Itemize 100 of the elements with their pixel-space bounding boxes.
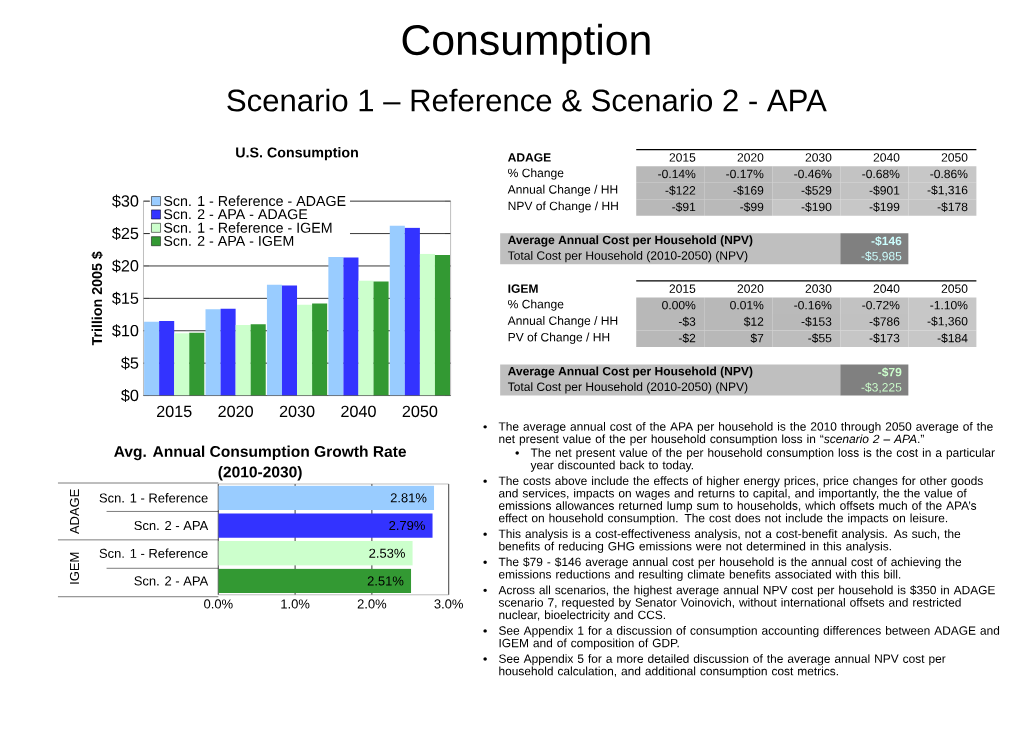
y-tick-label: $30 [112,194,139,208]
text: Consumption [402,23,650,64]
y-tick-label: Annual Change / HH [507,315,618,328]
x-tick-label: 2040 [873,152,900,162]
bar [434,254,451,396]
data-label: -0.17% [726,169,764,179]
data-label: -0.72% [862,300,900,310]
bar [250,324,266,396]
bar [419,253,435,396]
data-label: -$178 [937,201,968,212]
x-tick-label: 2015 [669,284,696,293]
text: Total Cost per Household (2010-2050) (NPV) [507,381,748,394]
y-tick-label: $0 [121,388,139,402]
y-tick-label: $5 [121,356,139,370]
bar [218,568,412,593]
data-label: -0.68% [862,169,900,179]
x-tick-label: 2040 [341,405,376,417]
bar [266,284,282,396]
x-tick-label: 2015 [669,152,696,162]
x-tick-label: 2.0% [357,599,387,609]
text: Total Cost per Household (2010-2050) (NPV) [507,250,748,262]
y-tick-label: Annual Change / HH [507,184,618,196]
bar [312,303,328,396]
legend-label: Scn. 2 - APA - IGEM [164,235,294,246]
bar [205,309,221,396]
chart-subtitle: (2010-2030) [218,465,302,481]
y-tick-label: Scn. 2 - APA [134,520,209,530]
y-tick-label: PV of Change / HH [508,332,610,344]
data-label: -$169 [733,185,764,196]
x-tick-label: 2020 [737,284,764,293]
y-tick-label: Scn. 1 - Reference [99,548,208,558]
text: The $79 - $146 average annual cost per household is the annual cost of achieving the emissions reductions and resulting climate benefits associated with this bill. [498,556,962,581]
bar [174,333,190,396]
text: IGEM [69,552,80,584]
data-label: 2.53% [369,548,405,558]
data-label: -$2 [678,333,696,343]
x-tick-label: 3.0% [434,599,463,609]
legend-label: Scn. 2 - APA - ADAGE [164,208,308,220]
text: Average Annual Cost per Household (NPV) [507,235,753,247]
chart-title: U.S. Consumption [236,146,358,161]
data-label: -$184 [937,333,968,343]
data-label: -$55 [808,333,832,343]
bar [220,308,236,396]
bar [281,285,298,396]
data-label: -$199 [869,201,900,212]
bar [297,304,313,396]
y-tick-label: $25 [112,226,139,240]
data-label: -0.86% [930,169,968,179]
x-tick-label: 2030 [279,405,315,417]
x-tick-label: 0.0% [204,599,233,609]
y-tick-label: $15 [112,291,139,305]
text: -$5,985 [861,251,902,262]
text: ADAGE [69,489,80,534]
data-label: -$173 [869,333,900,343]
bar [218,485,435,510]
x-tick-label: 2020 [218,405,253,417]
data-label: 0.01% [730,300,764,310]
y-axis-title: Trillion 2005 $ [91,251,103,346]
text: See Appendix 5 for a more detailed discussion of the average annual NPV cost per household calculation, and additional consumption cost metrics. [499,653,946,678]
x-tick-label: 1.0% [281,599,310,609]
x-tick-label: 2020 [737,152,764,162]
data-label: -$529 [801,185,832,196]
x-tick-label: 2015 [157,405,192,417]
data-label: -$122 [665,185,696,196]
x-tick-label: 2050 [941,284,968,293]
x-tick-label: 2040 [873,284,900,293]
y-tick-label: % Change [508,299,564,311]
data-label: -0.14% [658,169,696,179]
y-tick-label: % Change [508,168,564,180]
bar [144,321,160,396]
x-tick-label: 2030 [805,284,832,293]
y-tick-label: NPV of Change / HH [508,201,618,213]
x-tick-label: 2050 [941,152,968,162]
text: The average annual cost of the APA per household is the 2010 through 2050 average of the net present value of the per household consumption loss in “scenario 2 – APA.” [498,421,993,446]
bar [159,320,175,396]
data-label: -0.16% [794,300,832,310]
data-label: -$901 [869,185,900,196]
text: The net present value of the per household consumption loss is the cost in a particular year discounted back to today. [530,447,995,472]
text: See Appendix 1 for a discussion of consumption accounting differences between ADAGE and IGEM and of composition of GDP. [499,625,1000,650]
data-label: 2.51% [367,576,404,586]
bar [235,324,251,396]
bar [218,540,413,566]
data-label: -$153 [801,316,832,327]
text: -$79 [878,367,902,377]
data-label: $12 [743,316,764,327]
data-label: 0.00% [662,300,696,310]
y-tick-label: $10 [112,324,139,338]
data-label: -$786 [869,316,900,327]
text: This analysis is a cost-effectiveness analysis, not a cost-benefit analysis. As such, the benefits of reducing GHG emissions were not determined in this analysis. [498,529,961,553]
bar [343,257,359,396]
text: -$146 [871,235,902,246]
x-tick-label: 2030 [805,152,832,162]
data-label: -$190 [801,201,832,212]
data-label: $7 [750,333,764,343]
bar [328,256,344,396]
bar [404,227,420,396]
chart-title: Avg. Annual Consumption Growth Rate [114,445,407,460]
text: -$3,225 [861,382,902,393]
data-label: 2.81% [390,493,427,503]
data-label: -$1,360 [927,316,968,327]
